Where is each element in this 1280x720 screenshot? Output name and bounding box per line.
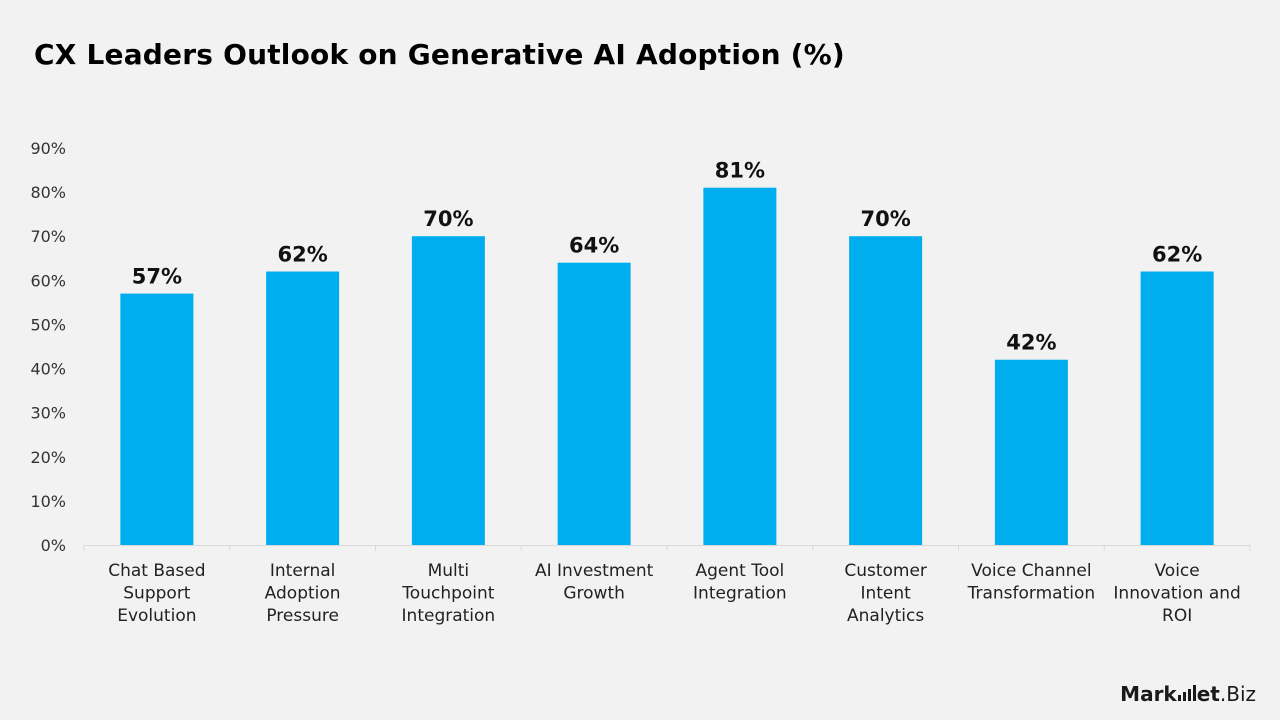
x-category-label: Voice Channel Transformation bbox=[967, 561, 1096, 604]
data-label: 70% bbox=[860, 207, 910, 231]
bar bbox=[703, 187, 777, 545]
x-category-label: Internal Adoption Pressure bbox=[265, 561, 341, 626]
x-category-label: Chat Based Support Evolution bbox=[108, 561, 205, 626]
bar bbox=[557, 262, 631, 545]
y-tick-label: 80% bbox=[30, 183, 66, 202]
bar bbox=[411, 236, 485, 545]
data-label: 57% bbox=[132, 265, 182, 289]
data-labels: 57% 62% 70% 64% 81% 70% 42% 62% bbox=[132, 159, 1203, 355]
data-label: 64% bbox=[569, 234, 619, 258]
bar bbox=[849, 236, 923, 545]
market-biz-logo: Mark et .Biz bbox=[1120, 682, 1256, 706]
y-tick-label: 30% bbox=[30, 404, 66, 423]
y-tick-label: 50% bbox=[30, 315, 66, 334]
bar bbox=[994, 359, 1068, 545]
x-category-label: AI Investment Growth bbox=[535, 561, 654, 604]
data-label: 70% bbox=[423, 207, 473, 231]
bars bbox=[120, 187, 1214, 545]
y-tick-label: 60% bbox=[30, 271, 66, 290]
y-tick-label: 0% bbox=[41, 536, 66, 555]
x-category-label: Agent Tool Integration bbox=[693, 561, 787, 604]
logo-text-bold: et bbox=[1196, 682, 1220, 706]
logo-bars-icon bbox=[1177, 685, 1196, 701]
y-tick-label: 20% bbox=[30, 448, 66, 467]
y-tick-label: 10% bbox=[30, 492, 66, 511]
x-axis-ticks bbox=[83, 545, 1251, 551]
bar bbox=[266, 271, 340, 545]
bar bbox=[1140, 271, 1214, 545]
data-label: 81% bbox=[715, 159, 765, 183]
y-tick-label: 40% bbox=[30, 360, 66, 379]
bar bbox=[120, 293, 194, 545]
y-tick-label: 70% bbox=[30, 227, 66, 246]
x-category-label: Multi Touchpoint Integration bbox=[401, 561, 495, 626]
data-label: 42% bbox=[1006, 331, 1056, 355]
x-category-label: Customer Intent Analytics bbox=[844, 561, 927, 626]
logo-text-tail: .Biz bbox=[1219, 682, 1256, 706]
y-axis: 0% 10% 20% 30% 40% 50% 60% 70% 80% 90% bbox=[30, 139, 66, 555]
x-category-label: Voice Innovation and ROI bbox=[1113, 561, 1240, 626]
data-label: 62% bbox=[277, 243, 327, 267]
y-tick-label: 90% bbox=[30, 139, 66, 158]
chart-title: CX Leaders Outlook on Generative AI Adop… bbox=[34, 38, 845, 71]
category-labels: Chat Based Support Evolution Internal Adopti… bbox=[108, 561, 1241, 626]
data-label: 62% bbox=[1152, 243, 1202, 267]
logo-text-prefix: Mark bbox=[1120, 682, 1177, 706]
